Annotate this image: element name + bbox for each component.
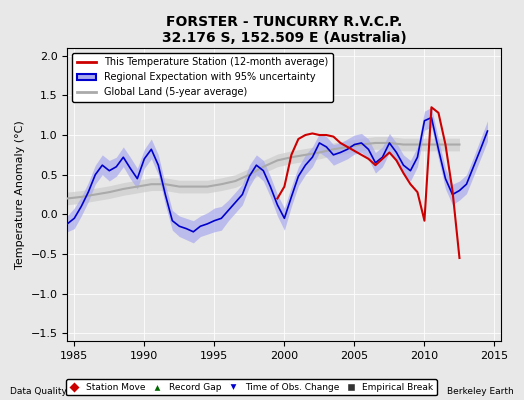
Legend: Station Move, Record Gap, Time of Obs. Change, Empirical Break: Station Move, Record Gap, Time of Obs. C…: [66, 379, 437, 396]
Title: FORSTER - TUNCURRY R.V.C.P.
32.176 S, 152.509 E (Australia): FORSTER - TUNCURRY R.V.C.P. 32.176 S, 15…: [162, 15, 407, 45]
Legend: This Temperature Station (12-month average), Regional Expectation with 95% uncer: This Temperature Station (12-month avera…: [72, 53, 333, 102]
Y-axis label: Temperature Anomaly (°C): Temperature Anomaly (°C): [15, 120, 25, 269]
Text: Data Quality Controlled and Aligned at Breakpoints: Data Quality Controlled and Aligned at B…: [10, 387, 243, 396]
Text: Berkeley Earth: Berkeley Earth: [447, 387, 514, 396]
